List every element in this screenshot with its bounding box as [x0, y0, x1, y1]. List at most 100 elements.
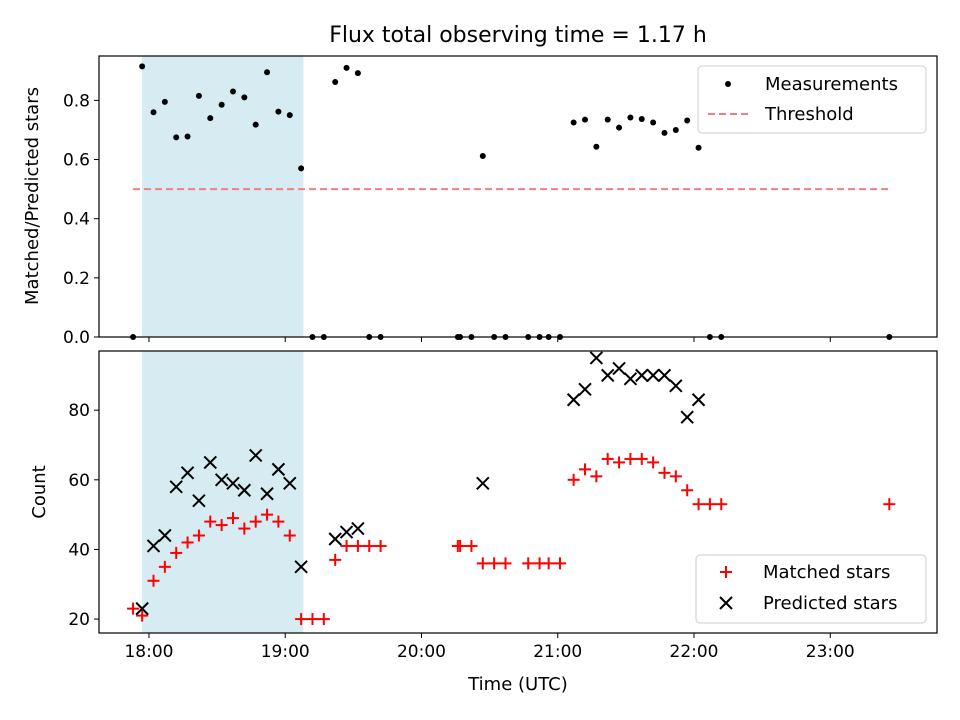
predicted-stars-point	[237, 483, 252, 497]
y-tick-label: 0.6	[63, 151, 90, 171]
x-tick-label: 23:00	[806, 642, 855, 662]
predicted-stars-point	[214, 473, 229, 487]
x-tick-label: 18:00	[124, 642, 173, 662]
legend-label-threshold: Threshold	[764, 104, 854, 125]
bottom-y-axis-label: Count	[29, 465, 50, 518]
matched-stars-point	[204, 515, 217, 528]
matched-stars-point	[158, 560, 171, 573]
measurements-point	[150, 109, 157, 116]
predicted-stars-point	[146, 539, 161, 553]
top-legend: Measurements Threshold	[697, 65, 927, 134]
matched-stars-point	[351, 539, 364, 552]
shaded-interval	[142, 56, 304, 337]
measurements-point	[195, 92, 202, 99]
matched-stars-point	[613, 456, 626, 469]
predicted-stars-point	[169, 480, 183, 494]
measurements-point	[661, 129, 668, 136]
matched-stars-point	[578, 463, 591, 476]
x-tick-label: 22:00	[670, 642, 719, 662]
legend-marker-predicted-stars	[719, 596, 733, 610]
measurements-point	[332, 79, 339, 86]
predicted-stars-point	[476, 476, 490, 491]
matched-stars-point	[295, 613, 308, 626]
measurements-point	[479, 152, 486, 159]
predicted-stars-point	[669, 379, 683, 393]
measurements-point	[616, 124, 623, 131]
matched-stars-point	[238, 522, 251, 535]
matched-stars-point	[647, 456, 660, 469]
measurements-point	[672, 126, 679, 133]
matched-stars-point	[669, 470, 682, 483]
matched-stars-point	[226, 512, 239, 525]
measurements-point	[581, 116, 588, 123]
legend-label-predicted-stars: Predicted stars	[763, 593, 897, 614]
predicted-stars-point	[600, 368, 615, 383]
predicted-stars-point	[691, 393, 706, 407]
matched-stars-point	[317, 613, 330, 626]
matched-stars-point	[635, 452, 648, 465]
predicted-stars-point	[248, 448, 263, 463]
matched-stars-point	[658, 466, 671, 479]
matched-stars-point	[306, 613, 319, 626]
matched-stars-point	[136, 609, 149, 622]
measurements-point	[684, 117, 691, 124]
predicted-stars-point	[589, 351, 604, 365]
measurements-point	[286, 112, 293, 119]
measurements-point	[229, 88, 236, 95]
measurements-point	[139, 63, 146, 70]
predicted-stars-point	[260, 487, 274, 501]
predicted-stars-point	[135, 601, 149, 616]
x-axis-label: Time (UTC)	[467, 674, 568, 695]
predicted-stars-point	[646, 368, 660, 383]
predicted-stars-point	[657, 368, 672, 383]
matched-stars-point	[127, 602, 140, 615]
matched-stars-point	[681, 484, 694, 497]
predicted-stars-point	[351, 521, 365, 536]
top-y-axis-label: Matched/Predicted stars	[22, 87, 43, 305]
measurements-point	[252, 121, 259, 128]
matched-stars-point	[249, 515, 262, 528]
matched-stars-point	[567, 473, 580, 486]
matched-stars-point	[624, 452, 637, 465]
shaded-interval	[142, 351, 304, 633]
matched-stars-point	[454, 539, 467, 552]
predicted-stars-point	[612, 361, 626, 376]
y-tick-label: 0.0	[63, 328, 90, 348]
matched-stars-point	[374, 539, 387, 552]
matched-stars-point	[181, 536, 194, 549]
predicted-stars-point	[203, 455, 217, 470]
bottom-plot-frame	[98, 350, 938, 634]
predicted-stars-point	[623, 372, 638, 386]
measurements-point	[173, 134, 180, 141]
predicted-stars-point	[328, 532, 342, 546]
predicted-stars-point	[635, 368, 649, 383]
y-tick-label: 80	[68, 401, 90, 421]
measurements-point	[650, 119, 657, 126]
predicted-stars-point	[226, 476, 240, 491]
x-tick-label: 21:00	[533, 642, 582, 662]
matched-stars-point	[601, 452, 614, 465]
matched-stars-point	[170, 546, 183, 559]
matched-stars-point	[703, 498, 716, 511]
measurements-point	[638, 116, 645, 123]
predicted-stars-point	[192, 493, 206, 508]
measurements-point	[241, 94, 248, 101]
predicted-stars-point	[294, 560, 308, 574]
predicted-stars-point	[578, 382, 592, 397]
legend-label-matched-stars: Matched stars	[763, 562, 890, 583]
predicted-stars-point	[283, 476, 297, 491]
y-tick-label: 40	[68, 540, 90, 560]
matched-stars-point	[488, 557, 501, 570]
matched-stars-point	[272, 515, 285, 528]
matched-stars-point	[476, 557, 489, 570]
predicted-stars-point	[180, 466, 195, 480]
measurements-point	[218, 101, 225, 108]
matched-stars-point	[542, 557, 555, 570]
legend-marker-matched-stars	[720, 566, 732, 578]
measurements-point	[161, 98, 168, 105]
y-tick-label: 0.2	[63, 269, 90, 289]
matched-stars-point	[283, 529, 296, 542]
matched-stars-point	[883, 498, 896, 511]
matched-stars-point	[147, 574, 160, 587]
y-tick-label: 20	[68, 610, 90, 630]
